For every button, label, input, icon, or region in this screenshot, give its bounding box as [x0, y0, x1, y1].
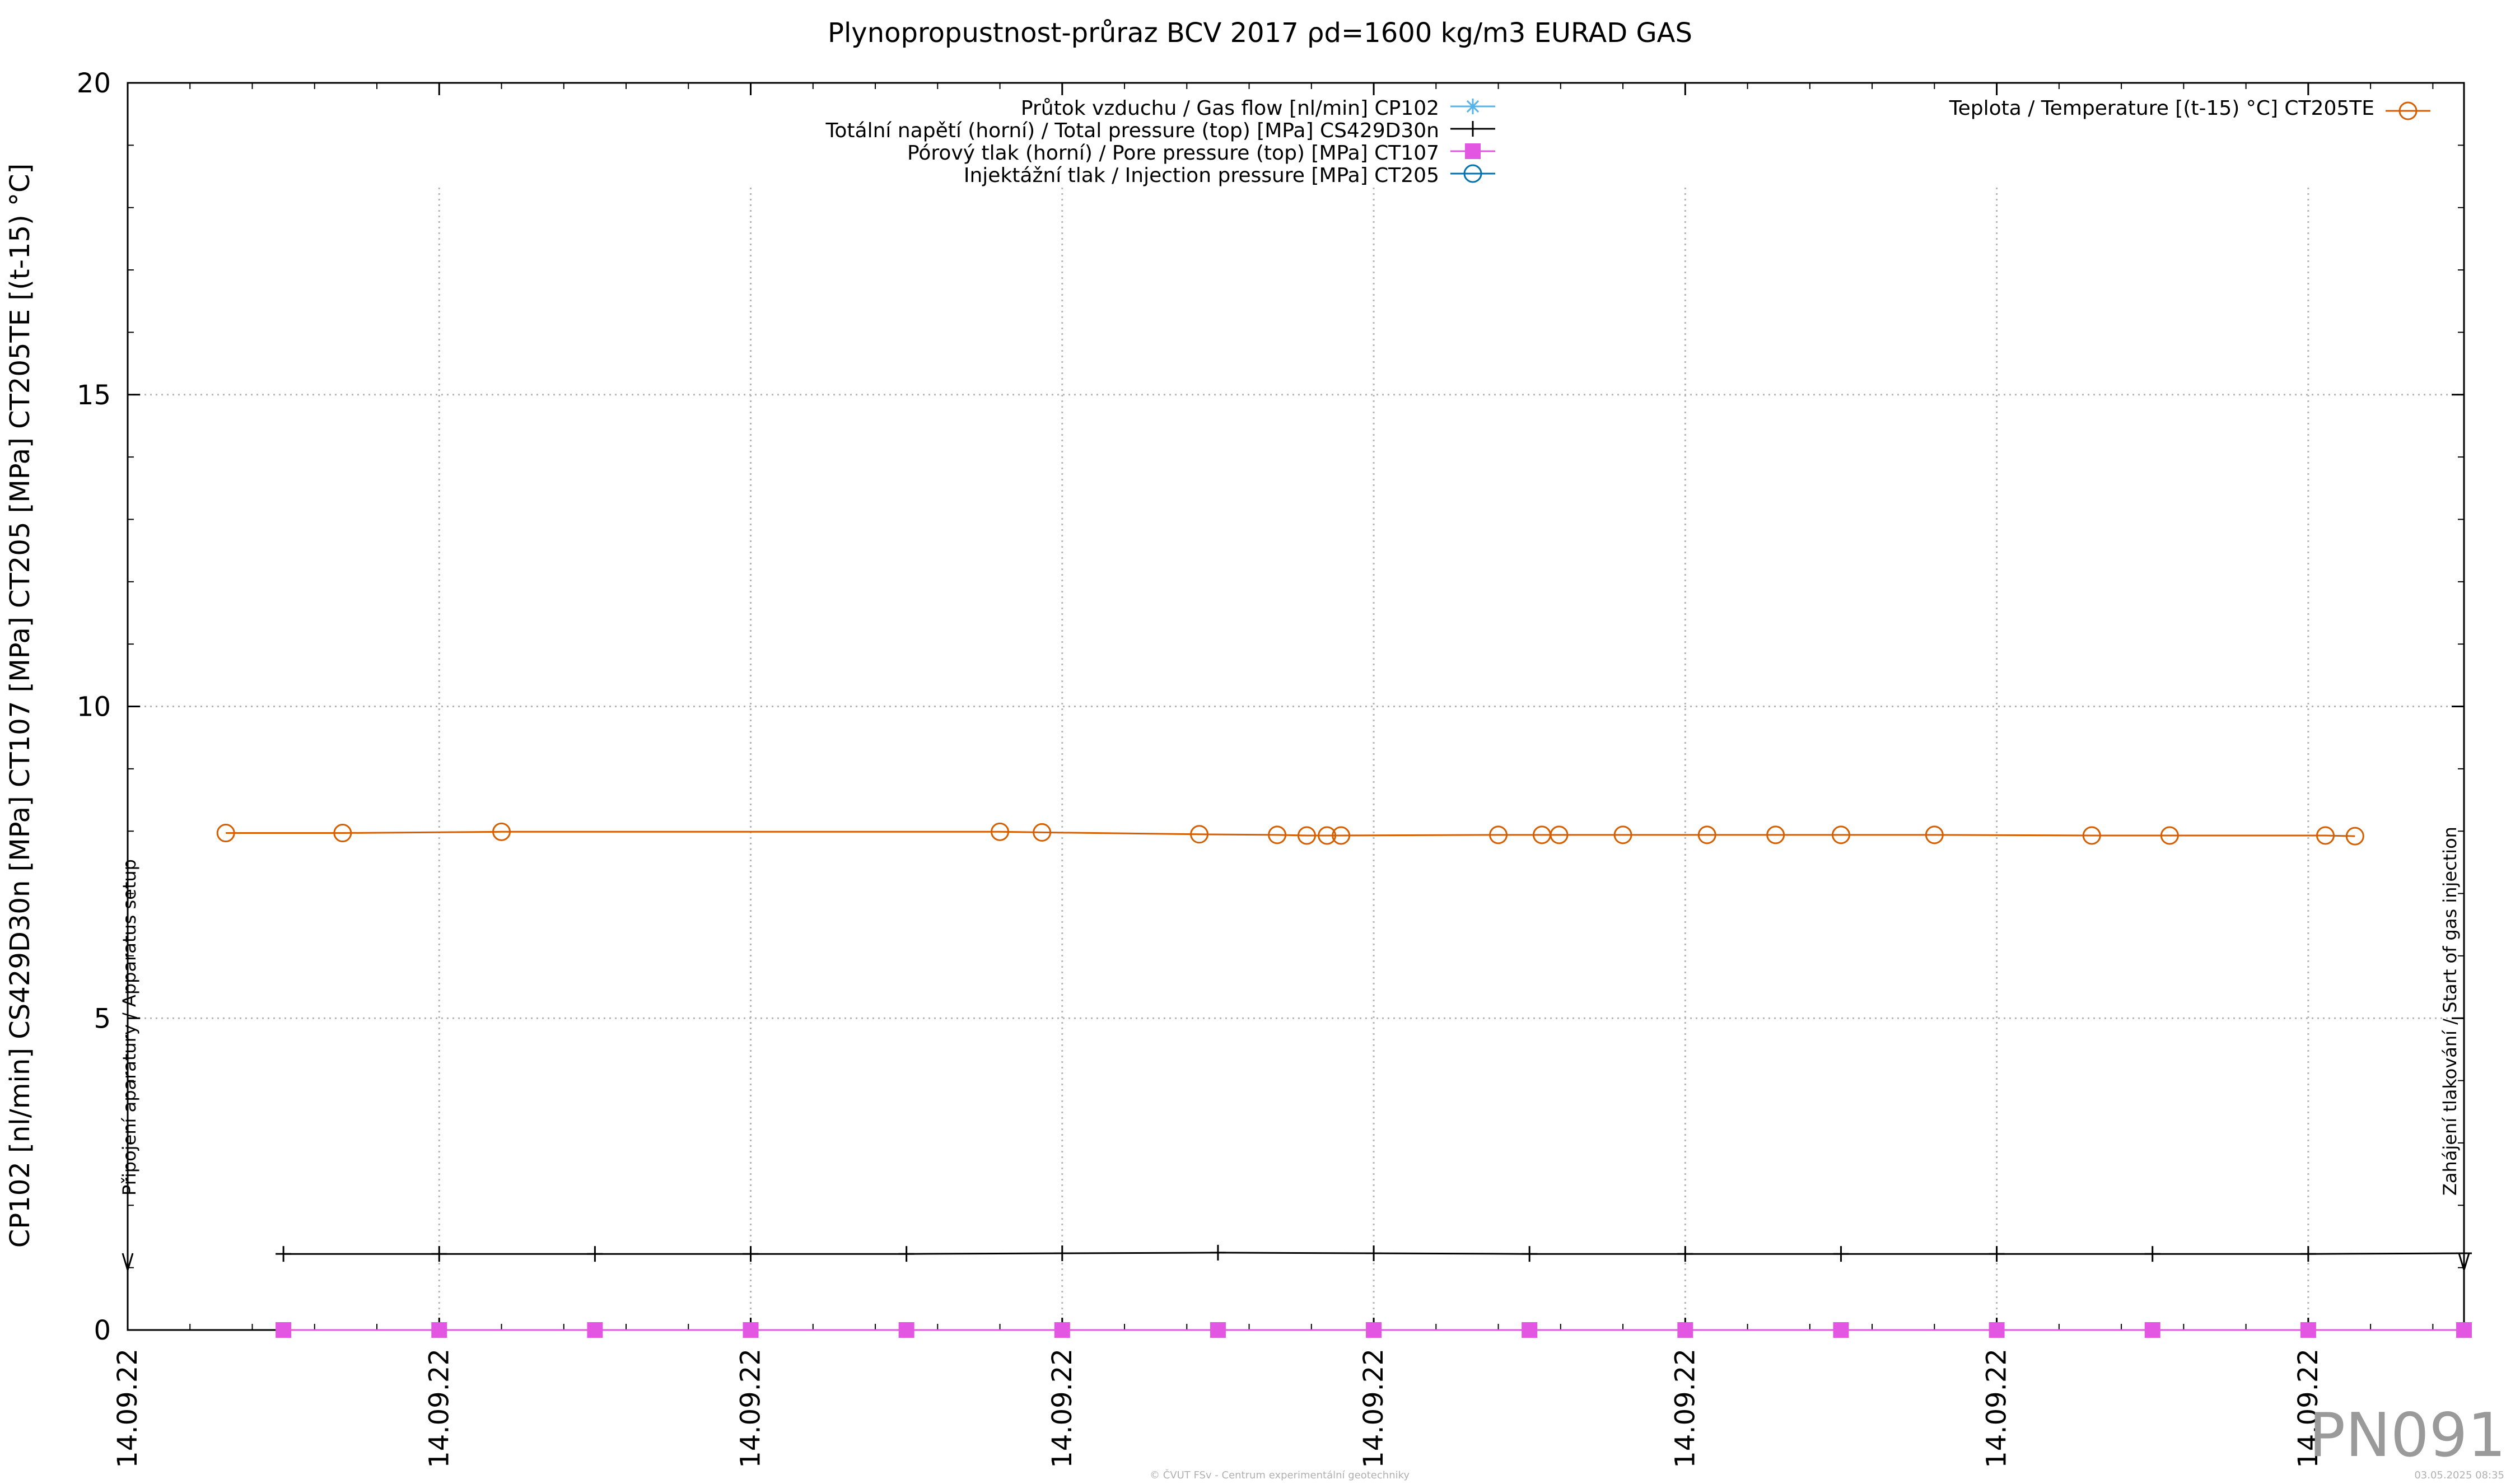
data-point	[1366, 1245, 1382, 1262]
data-point	[1489, 825, 1508, 844]
data-point	[1465, 121, 1481, 137]
data-point	[1697, 825, 1716, 844]
data-point	[898, 1322, 914, 1338]
data-point	[1190, 825, 1209, 844]
data-point	[1833, 1246, 1849, 1262]
legend-label: Totální napětí (horní) / Total pressure …	[825, 119, 1440, 142]
y-tick-label: 0	[94, 1315, 111, 1346]
y-tick-label: 15	[77, 380, 111, 411]
data-point	[276, 1246, 292, 1262]
x-tick-label: 14.09.22	[1358, 1348, 1389, 1468]
data-point	[2160, 826, 2179, 845]
annotation-arrow-head	[122, 1253, 134, 1273]
event-annotations: Připojení aparatury / Apparatus setup Zah…	[119, 827, 2470, 1273]
data-point	[492, 822, 511, 841]
y-tick-label: 20	[77, 68, 111, 99]
data-point	[1210, 1322, 1226, 1338]
data-point	[587, 1246, 603, 1262]
grid-lines	[128, 188, 2464, 1330]
x-tick-label: 14.09.22	[735, 1348, 767, 1468]
data-point	[1465, 99, 1481, 114]
data-point	[898, 1246, 914, 1262]
data-point	[2300, 1322, 2316, 1338]
data-point	[2345, 827, 2364, 846]
data-point	[1677, 1246, 1693, 1262]
series-line	[226, 830, 2355, 837]
data-point	[1613, 825, 1632, 844]
x-tick-label: 14.09.22	[2293, 1348, 2324, 1468]
y-tick-label: 10	[77, 692, 111, 723]
legend-label: Průtok vzduchu / Gas flow [nl/min] CP102	[1021, 97, 1439, 120]
y-axis-label: CP102 [nl/min] CS429D30n [MPa] CT107 [MP…	[4, 164, 36, 1248]
data-point	[2144, 1246, 2160, 1262]
data-point	[1465, 143, 1481, 159]
footer-copyright: © ČVUT FSv - Centrum experimentální geot…	[1150, 1469, 1410, 1481]
x-tick-label: 14.09.22	[1047, 1348, 1078, 1468]
data-point	[1550, 825, 1569, 844]
data-point	[1033, 823, 1052, 842]
data-point	[2082, 826, 2101, 845]
data-point	[1833, 1322, 1849, 1338]
data-point	[431, 1246, 447, 1262]
series-4	[216, 822, 2364, 846]
data-point	[333, 824, 352, 843]
series-2	[276, 1322, 2472, 1338]
data-point	[1268, 825, 1287, 844]
data-point	[1831, 825, 1850, 844]
footer-timestamp: 03.05.2025 08:35	[2414, 1469, 2504, 1481]
data-point	[1297, 826, 1316, 845]
x-tick-label: 14.09.22	[112, 1348, 143, 1468]
data-point	[2144, 1322, 2160, 1338]
chart-title: Plynopropustnost-průraz BCV 2017 ρd=1600…	[828, 17, 1692, 49]
axis-ticks: 0 5 10 15 20 14.09.22 14.09.22 14.09.22 14.09.22…	[77, 68, 2464, 1468]
plot-frame	[127, 82, 2465, 1331]
x-tick-label: 14.09.22	[1981, 1348, 2013, 1468]
data-point	[1766, 825, 1785, 844]
annotation-label: Připojení aparatury / Apparatus setup	[119, 859, 140, 1196]
x-tick-label: 14.09.22	[1669, 1348, 1701, 1468]
data-point	[1210, 1244, 1226, 1261]
data-point	[1366, 1322, 1382, 1338]
data-point	[743, 1246, 759, 1262]
data-point	[1925, 825, 1944, 844]
data-point	[743, 1322, 759, 1338]
data-point	[1332, 826, 1351, 845]
series-layer	[216, 822, 2472, 1338]
data-point	[2456, 1322, 2472, 1338]
data-point	[431, 1322, 447, 1338]
legend-label: Injektážní tlak / Injection pressure [MP…	[964, 164, 1439, 187]
data-point	[2300, 1246, 2316, 1262]
data-point	[1522, 1322, 1538, 1338]
data-point	[2398, 101, 2418, 120]
data-point	[1522, 1246, 1538, 1262]
data-point	[587, 1322, 603, 1338]
data-point	[1054, 1245, 1070, 1262]
x-tick-label: 14.09.22	[423, 1348, 455, 1468]
data-point	[1463, 164, 1482, 183]
annotation-label: Zahájení tlakování / Start of gas inject…	[2439, 827, 2461, 1196]
watermark: PN091	[2309, 1401, 2506, 1471]
legend-label: Pórový tlak (horní) / Pore pressure (top…	[907, 142, 1439, 165]
data-point	[1677, 1322, 1693, 1338]
legend-label: Teplota / Temperature [(t-15) °C] CT205T…	[1949, 97, 2374, 120]
data-point	[991, 822, 1010, 841]
data-point	[1989, 1246, 2005, 1262]
series-1	[276, 1244, 2472, 1262]
data-point	[2456, 1245, 2472, 1262]
data-point	[1054, 1322, 1070, 1338]
data-point	[1318, 826, 1337, 845]
legend: Průtok vzduchu / Gas flow [nl/min] CP102…	[825, 97, 2430, 187]
data-point	[2316, 826, 2335, 845]
data-point	[216, 824, 235, 843]
annotation-arrow-head	[2458, 1253, 2470, 1273]
y-tick-label: 5	[94, 1003, 111, 1034]
data-point	[1989, 1322, 2005, 1338]
data-point	[276, 1322, 292, 1338]
